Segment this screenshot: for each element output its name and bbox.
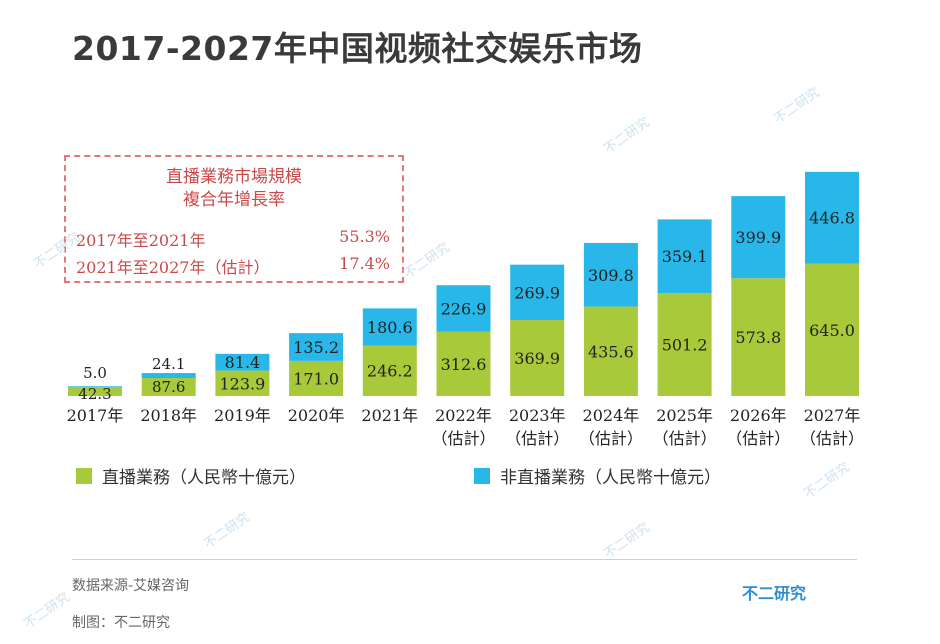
legend-nonlive: 非直播業務（人民幣十億元） xyxy=(474,463,721,488)
legend-label-nonlive: 非直播業務（人民幣十億元） xyxy=(500,468,721,488)
data-label-live: 171.0 xyxy=(293,369,339,388)
bar-nonlive xyxy=(289,333,344,361)
data-source: 数据来源-艾媒咨询 xyxy=(72,578,190,594)
bar-nonlive xyxy=(510,264,565,321)
bar-live xyxy=(362,345,417,396)
x-tick-label: 2018年 xyxy=(140,406,197,425)
x-tick-label: 2021年 xyxy=(361,406,418,425)
x-tick-label: 2020年 xyxy=(288,406,345,425)
x-tick-sublabel: （估計） xyxy=(579,429,643,448)
data-label-nonlive: 81.4 xyxy=(225,353,261,372)
bar-live xyxy=(289,360,344,396)
x-tick-label: 2024年 xyxy=(583,406,640,425)
legend-swatch-nonlive xyxy=(474,467,490,484)
chart-title: 2017-2027年中国视频社交娱乐市场 xyxy=(72,29,643,68)
x-tick-sublabel: （估計） xyxy=(431,429,495,448)
data-label-live: 369.9 xyxy=(514,349,560,368)
data-label-live: 435.6 xyxy=(588,342,634,361)
legend-swatch-live xyxy=(76,467,92,484)
bar-live xyxy=(731,278,786,396)
bar-live xyxy=(436,331,491,396)
bar-nonlive xyxy=(805,171,859,264)
cagr-heading-2: 複合年增長率 xyxy=(183,190,285,210)
data-label-nonlive: 180.6 xyxy=(367,318,413,337)
bar-nonlive xyxy=(657,219,712,294)
data-label-nonlive: 135.2 xyxy=(293,338,339,357)
data-label-nonlive: 269.9 xyxy=(514,283,560,302)
bar-live xyxy=(805,263,859,396)
bar-nonlive xyxy=(436,285,491,332)
data-label-live: 246.2 xyxy=(367,362,413,381)
x-tick-sublabel: （估計） xyxy=(800,429,864,448)
cagr-row-label: 2017年至2021年 xyxy=(76,231,206,250)
x-tick-label: 2026年 xyxy=(730,406,787,425)
data-label-live: 87.6 xyxy=(152,378,185,396)
x-tick-sublabel: （估計） xyxy=(653,429,717,448)
x-tick-label: 2017年 xyxy=(67,406,124,425)
cagr-row-label: 2021年至2027年（估計） xyxy=(76,258,270,277)
data-label-nonlive: 309.8 xyxy=(588,266,634,285)
bar-nonlive xyxy=(141,373,196,379)
cagr-row-value: 17.4% xyxy=(339,254,390,273)
footer-divider xyxy=(72,559,857,560)
x-tick-label: 2025年 xyxy=(656,406,713,425)
x-tick-sublabel: （估計） xyxy=(505,429,569,448)
bar-nonlive xyxy=(215,353,270,371)
legend-live: 直播業務（人民幣十億元） xyxy=(76,463,306,488)
cagr-heading-1: 直播業務市場規模 xyxy=(166,167,302,187)
bar-live xyxy=(141,378,196,396)
bar-nonlive xyxy=(68,386,122,388)
data-label-nonlive: 24.1 xyxy=(152,355,185,373)
brand-logo-text: 不二研究 xyxy=(742,584,807,603)
bar-live xyxy=(657,293,712,396)
x-tick-label: 2019年 xyxy=(214,406,271,425)
bar-live xyxy=(68,387,122,396)
data-label-live: 123.9 xyxy=(219,374,265,393)
data-label-nonlive: 5.0 xyxy=(83,364,107,382)
data-label-live: 42.3 xyxy=(78,385,111,403)
legend-label-live: 直播業務（人民幣十億元） xyxy=(102,468,306,488)
data-label-nonlive: 359.1 xyxy=(662,247,708,266)
cagr-box: 直播業務市場規模 複合年增長率 2017年至2021年 55.3% 2021年至… xyxy=(64,155,404,283)
data-label-live: 645.0 xyxy=(809,321,855,340)
data-label-nonlive: 446.8 xyxy=(809,209,855,228)
data-label-live: 501.2 xyxy=(662,336,708,355)
cagr-row: 2021年至2027年（估計） 17.4% xyxy=(76,254,390,278)
x-tick-label: 2027年 xyxy=(804,406,861,425)
bar-live xyxy=(215,370,270,396)
data-label-nonlive: 226.9 xyxy=(441,300,487,319)
data-label-live: 573.8 xyxy=(735,328,781,347)
cagr-row: 2017年至2021年 55.3% xyxy=(76,227,390,251)
x-tick-label: 2022年 xyxy=(435,406,492,425)
cagr-row-value: 55.3% xyxy=(339,227,390,246)
bar-live xyxy=(510,320,565,396)
bar-nonlive xyxy=(731,196,786,279)
bar-nonlive xyxy=(362,308,417,346)
x-tick-sublabel: （估計） xyxy=(726,429,790,448)
data-label-live: 312.6 xyxy=(441,355,487,374)
x-tick-label: 2023年 xyxy=(509,406,566,425)
bar-nonlive xyxy=(583,242,638,307)
bar-live xyxy=(583,306,638,396)
chart-maker: 制图：不二研究 xyxy=(72,615,170,631)
data-label-nonlive: 399.9 xyxy=(735,228,781,247)
